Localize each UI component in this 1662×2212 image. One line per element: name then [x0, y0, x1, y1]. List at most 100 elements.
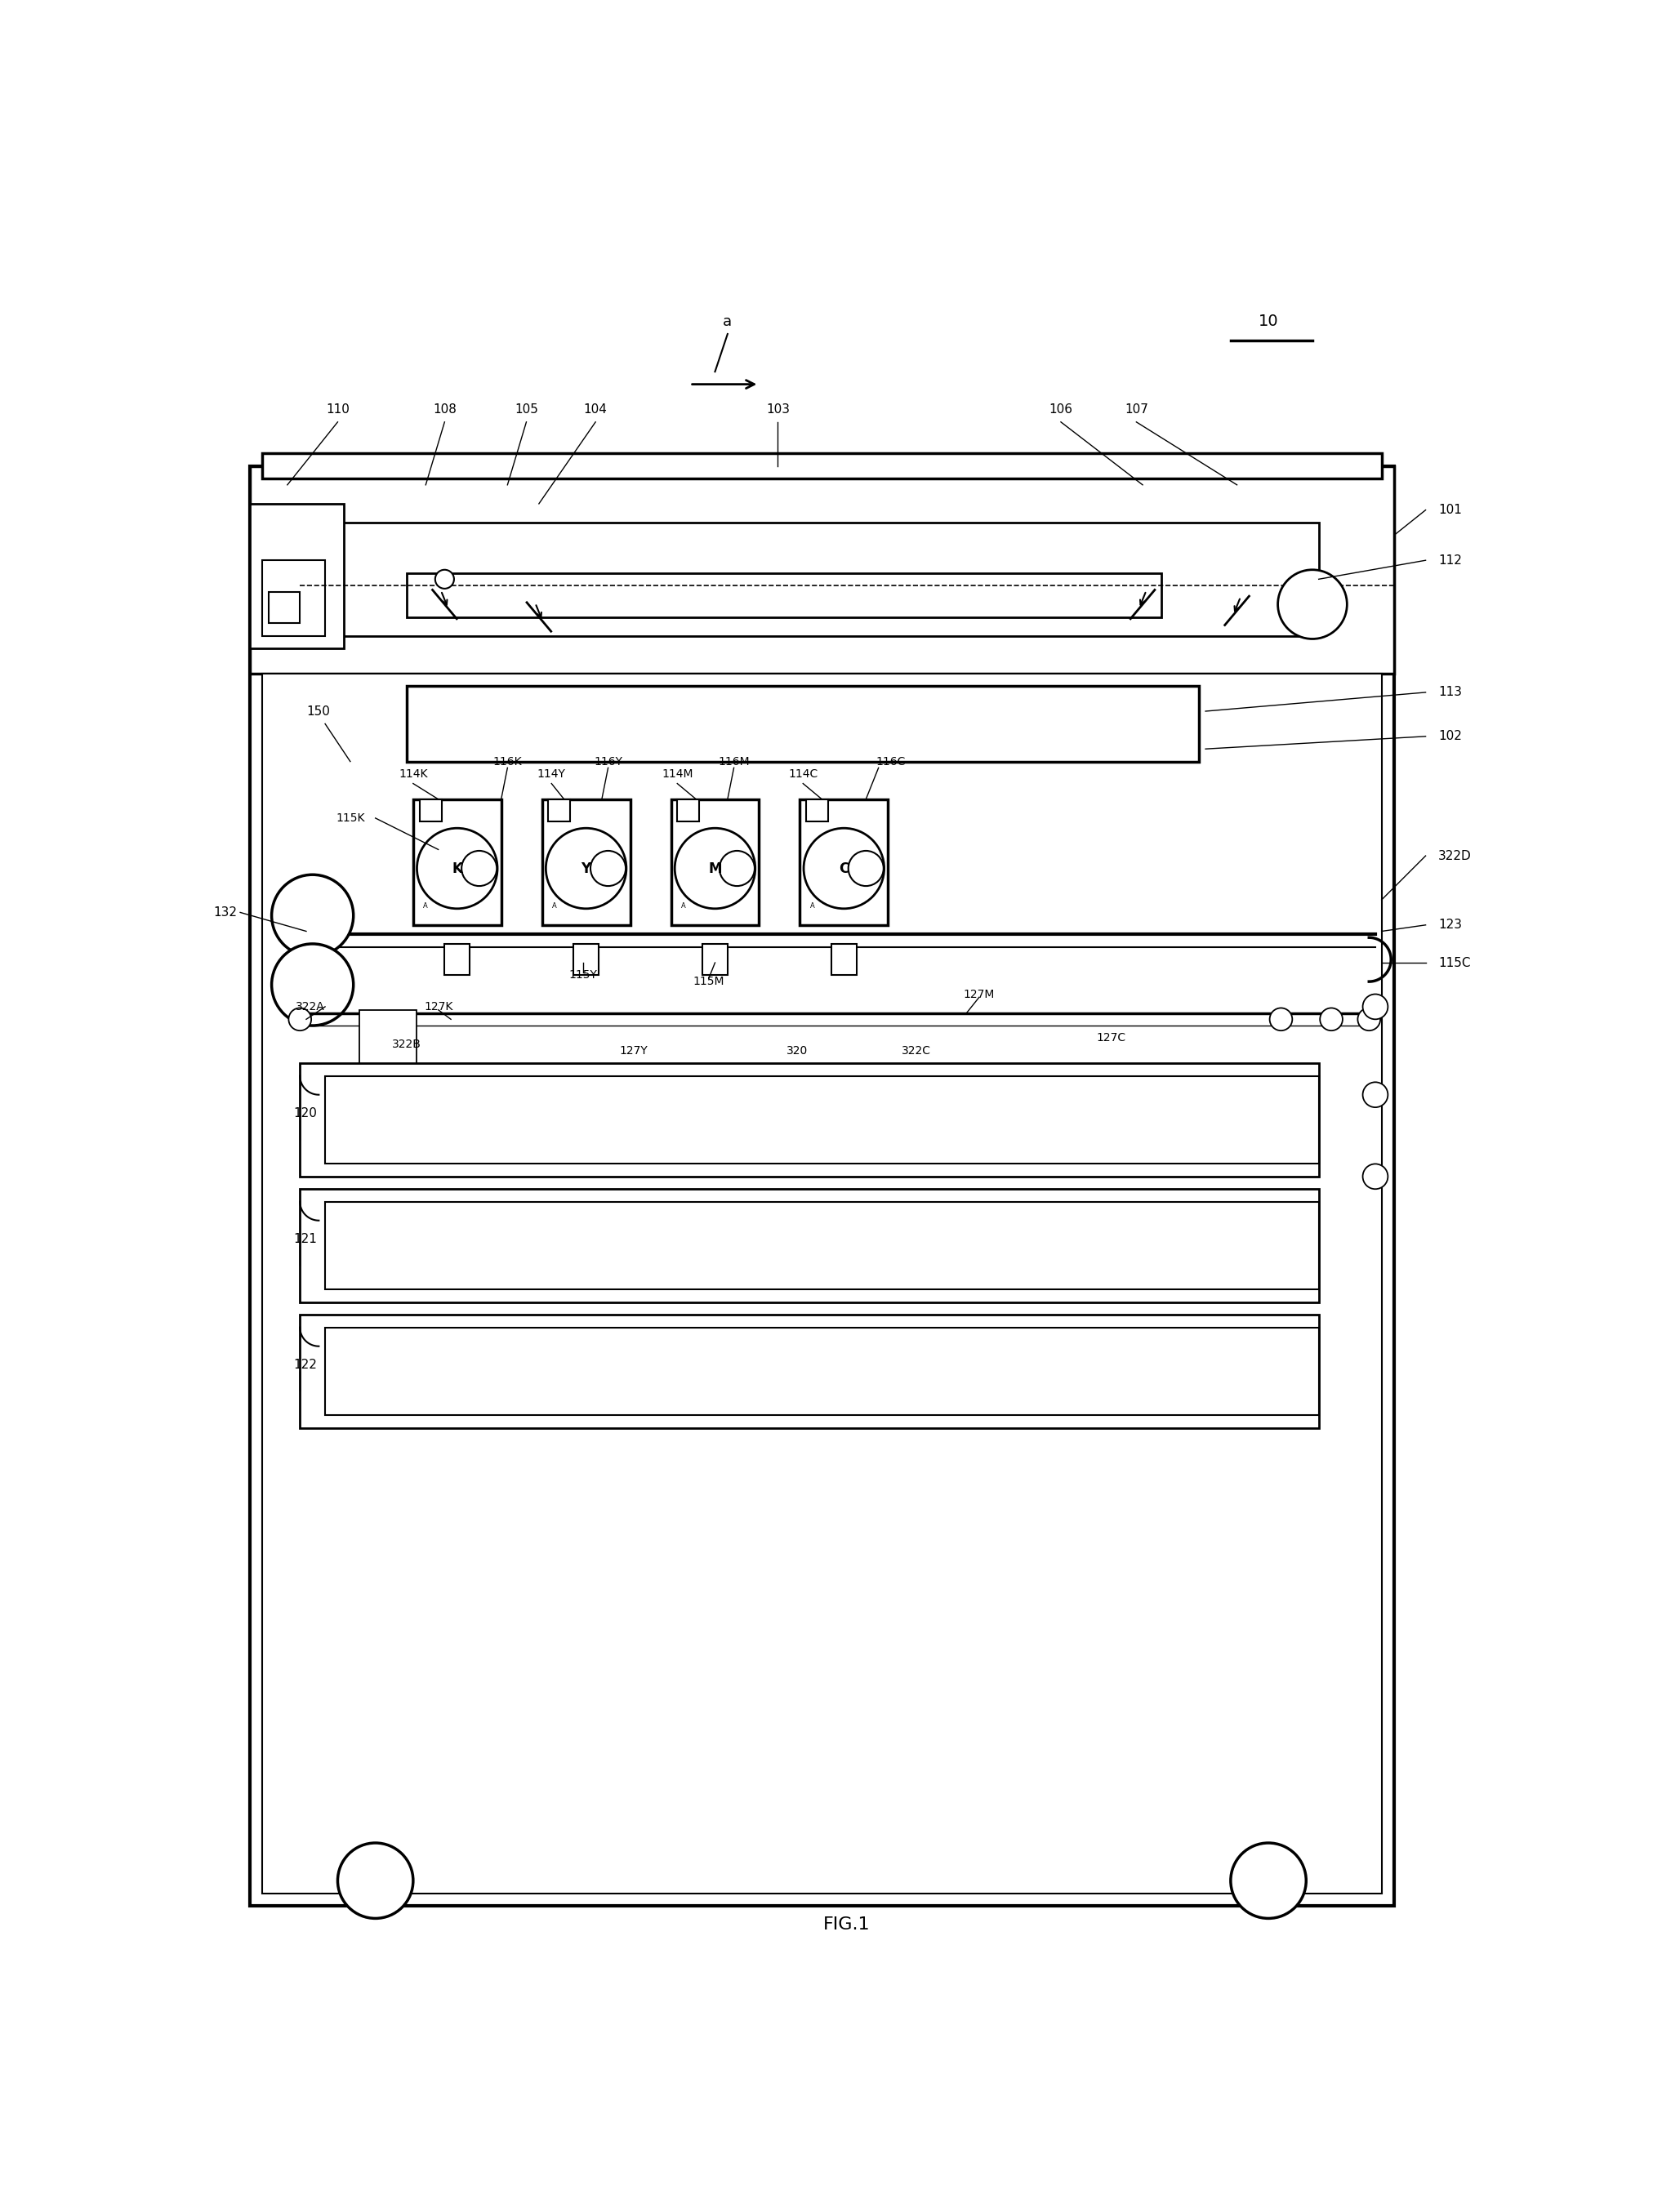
Text: 107: 107 [1125, 403, 1148, 416]
Bar [359, 1011, 416, 1066]
Text: 104: 104 [583, 403, 607, 416]
Circle shape [1358, 1009, 1381, 1031]
Circle shape [1230, 1843, 1306, 1918]
Circle shape [545, 827, 627, 909]
Bar [263, 560, 326, 635]
Text: 115M: 115M [693, 975, 725, 987]
Text: 112: 112 [1438, 555, 1463, 566]
Circle shape [1363, 1164, 1388, 1190]
Text: A: A [681, 902, 686, 909]
Text: 114K: 114K [399, 768, 427, 781]
Bar [419, 799, 442, 821]
Bar [542, 799, 630, 925]
Bar [249, 467, 1394, 672]
Text: 127K: 127K [424, 1002, 452, 1013]
Circle shape [435, 571, 454, 588]
Text: 113: 113 [1438, 686, 1463, 699]
Text: A: A [424, 902, 429, 909]
Circle shape [271, 874, 354, 956]
Bar [269, 593, 299, 624]
Text: 127M: 127M [964, 989, 996, 1000]
Bar [799, 799, 888, 925]
Bar [326, 1075, 1318, 1164]
Bar [407, 573, 1162, 617]
Bar [326, 1201, 1318, 1290]
Text: 116M: 116M [718, 757, 750, 768]
Text: 123: 123 [1438, 918, 1463, 931]
Text: 120: 120 [294, 1108, 317, 1119]
Circle shape [848, 852, 884, 887]
Text: 322C: 322C [901, 1044, 931, 1057]
Text: 115K: 115K [336, 812, 364, 823]
Bar [288, 522, 1318, 635]
Text: 122: 122 [294, 1358, 317, 1371]
Circle shape [590, 852, 625, 887]
Bar [678, 799, 700, 821]
Text: A: A [809, 902, 814, 909]
Circle shape [1270, 1009, 1293, 1031]
Circle shape [804, 827, 884, 909]
Text: a: a [723, 314, 733, 330]
Bar [548, 799, 570, 821]
Bar [671, 799, 760, 925]
Text: 116C: 116C [876, 757, 906, 768]
Circle shape [417, 827, 497, 909]
Text: 114C: 114C [788, 768, 818, 781]
Text: A: A [552, 902, 557, 909]
Text: 110: 110 [326, 403, 349, 416]
Text: 150: 150 [306, 706, 329, 717]
Text: 114Y: 114Y [537, 768, 565, 781]
Text: 114M: 114M [661, 768, 693, 781]
Circle shape [1320, 1009, 1343, 1031]
Circle shape [289, 1009, 311, 1031]
Text: 322D: 322D [1438, 849, 1471, 863]
Circle shape [369, 1020, 407, 1057]
Text: 105: 105 [515, 403, 538, 416]
Bar [299, 1064, 1318, 1177]
Circle shape [675, 827, 755, 909]
Text: 102: 102 [1438, 730, 1463, 743]
Text: 322B: 322B [392, 1040, 422, 1051]
Text: 116Y: 116Y [593, 757, 622, 768]
Text: 106: 106 [1049, 403, 1072, 416]
Text: 127Y: 127Y [618, 1044, 648, 1057]
Bar [573, 945, 598, 975]
Text: 101: 101 [1438, 504, 1463, 515]
Bar [414, 799, 502, 925]
Text: 121: 121 [294, 1234, 317, 1245]
Text: 320: 320 [786, 1044, 808, 1057]
Text: FIG.1: FIG.1 [824, 1916, 871, 1933]
Text: 115C: 115C [1438, 956, 1471, 969]
Text: 10: 10 [1258, 314, 1278, 330]
Text: 322A: 322A [296, 1002, 326, 1013]
Text: M: M [708, 860, 721, 876]
Bar [831, 945, 856, 975]
Text: 115Y: 115Y [568, 969, 597, 980]
Circle shape [462, 852, 497, 887]
Circle shape [720, 852, 755, 887]
Text: 108: 108 [432, 403, 457, 416]
Text: 103: 103 [766, 403, 789, 416]
Text: C: C [839, 860, 849, 876]
Bar [407, 686, 1200, 761]
Bar [806, 799, 828, 821]
Circle shape [1278, 571, 1346, 639]
Bar [263, 672, 1381, 1893]
Circle shape [1363, 993, 1388, 1020]
Bar [249, 504, 344, 648]
Text: K: K [452, 860, 462, 876]
Circle shape [337, 1843, 414, 1918]
Bar [249, 467, 1394, 1907]
Text: 116K: 116K [494, 757, 522, 768]
Bar [703, 945, 728, 975]
Text: 127C: 127C [1097, 1033, 1125, 1044]
Bar [326, 1327, 1318, 1416]
Bar [299, 1190, 1318, 1303]
Bar [263, 453, 1381, 478]
Bar [299, 1314, 1318, 1429]
Bar [444, 945, 470, 975]
Circle shape [1363, 1082, 1388, 1108]
Text: 132: 132 [213, 907, 238, 918]
Circle shape [271, 945, 354, 1026]
Text: Y: Y [582, 860, 592, 876]
